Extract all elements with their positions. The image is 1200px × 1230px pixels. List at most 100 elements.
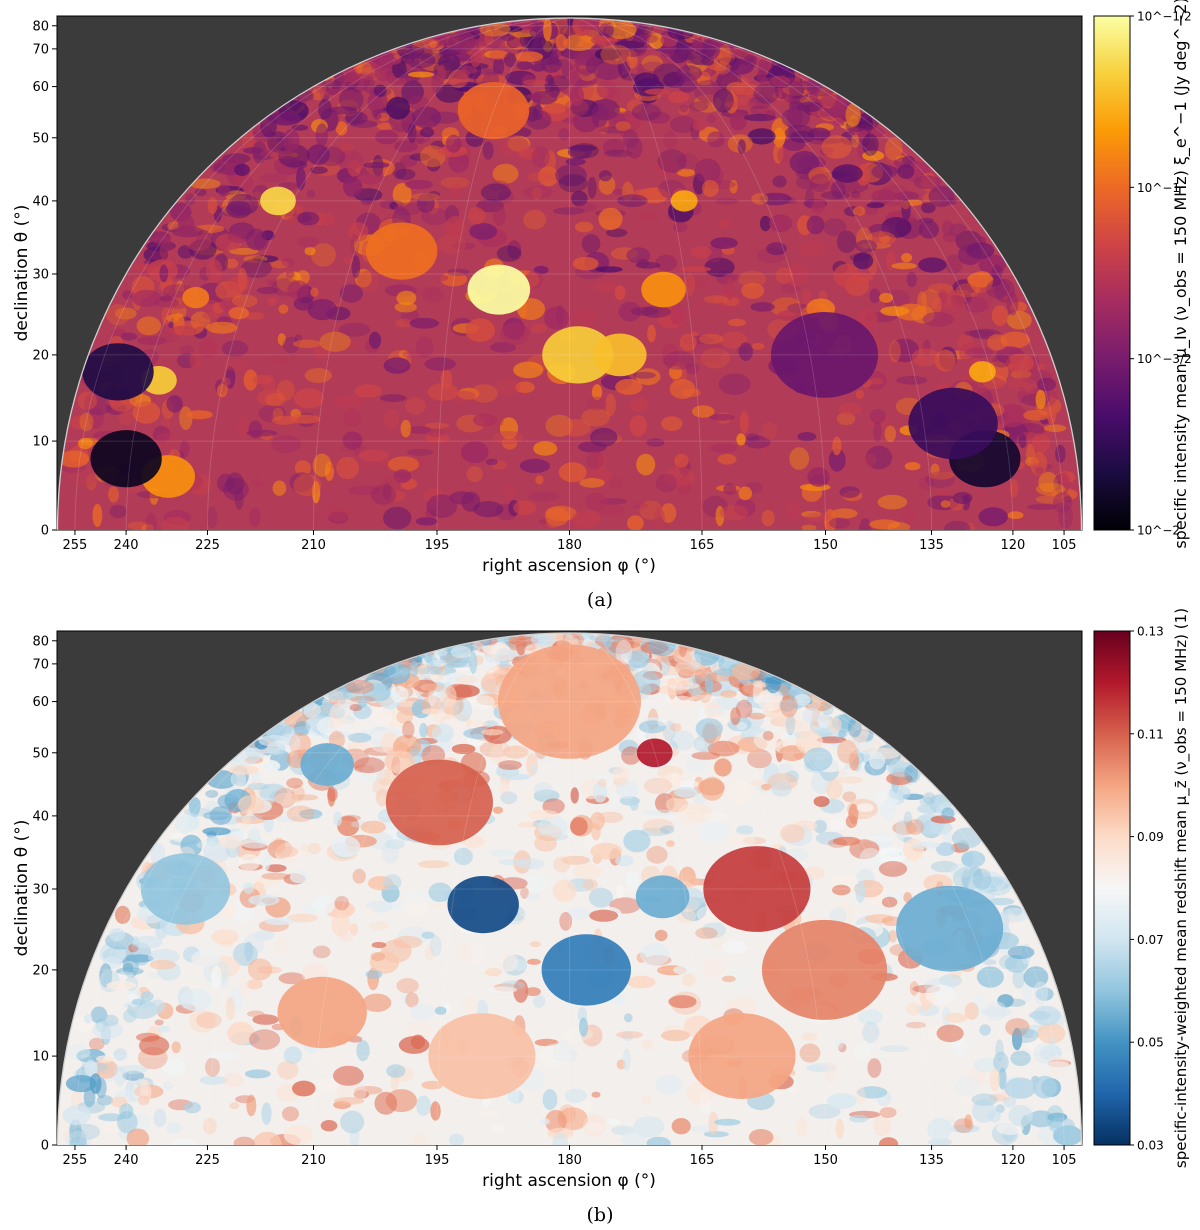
map-texture-blob — [396, 290, 417, 306]
map-texture-blob — [850, 190, 861, 199]
map-texture-blob — [409, 1003, 435, 1020]
map-texture-blob — [773, 127, 786, 148]
map-texture-blob — [69, 415, 91, 430]
map-texture-blob — [393, 935, 423, 949]
x-tick-label: 135 — [919, 538, 944, 553]
x-tick-label: 240 — [114, 1153, 139, 1168]
map-texture-blob — [1033, 1041, 1062, 1065]
map-texture-blob — [673, 965, 691, 975]
map-texture-blob — [246, 1094, 257, 1117]
map-texture-blob — [272, 480, 287, 496]
map-texture-blob — [613, 110, 642, 132]
map-texture-blob — [766, 242, 787, 256]
map-texture-blob — [592, 781, 608, 803]
map-texture-blob — [1045, 1105, 1065, 1129]
map-texture-blob — [424, 654, 433, 662]
map-texture-blob — [653, 507, 665, 530]
map-texture-blob — [849, 253, 870, 262]
map-texture-blob — [834, 1038, 844, 1050]
map-texture-blob — [991, 305, 1009, 326]
map-texture-blob — [122, 962, 134, 974]
map-texture-blob — [320, 1120, 338, 1132]
map-texture-blob — [629, 415, 647, 437]
map-texture-blob — [695, 927, 718, 939]
map-texture-blob — [113, 1048, 127, 1061]
map-texture-blob — [251, 772, 263, 794]
map-texture-blob — [163, 1081, 173, 1091]
map-texture-blob — [793, 694, 811, 706]
map-texture-blob — [189, 800, 201, 818]
map-texture-blob — [161, 1058, 187, 1076]
map-texture-blob — [531, 63, 546, 72]
x-tick-label: 195 — [425, 1153, 450, 1168]
map-texture-blob — [114, 905, 131, 925]
map-texture-blob — [695, 718, 723, 739]
map-texture-blob — [159, 240, 176, 262]
map-texture-blob — [655, 473, 678, 493]
map-texture-blob — [699, 1091, 711, 1115]
map-texture-blob — [762, 730, 774, 741]
map-texture-blob — [531, 146, 550, 168]
map-texture-blob — [343, 177, 363, 197]
map-texture-blob — [234, 487, 244, 510]
map-texture-blob — [375, 789, 389, 807]
map-texture-blob — [672, 222, 688, 233]
map-texture-blob — [1034, 467, 1044, 475]
map-texture-blob — [103, 1121, 123, 1132]
map-texture-blob — [448, 30, 476, 53]
map-texture-blob — [540, 1118, 550, 1125]
map-texture-blob — [259, 149, 286, 159]
map-texture-blob — [906, 1021, 926, 1029]
map-texture-blob — [590, 812, 605, 831]
map-texture-blob — [884, 425, 896, 443]
map-feature — [641, 271, 686, 308]
map-texture-blob — [839, 776, 863, 784]
map-texture-blob — [867, 1058, 882, 1078]
map-texture-blob — [1023, 409, 1050, 421]
map-texture-blob — [331, 913, 351, 937]
map-texture-blob — [205, 1057, 220, 1077]
map-texture-blob — [691, 751, 720, 760]
map-texture-blob — [411, 1133, 431, 1145]
map-texture-blob — [849, 1114, 868, 1123]
map-texture-blob — [983, 876, 1012, 896]
panel-a-ylabel: declination θ (°) — [12, 205, 32, 342]
map-texture-blob — [266, 356, 288, 364]
map-texture-blob — [545, 1109, 567, 1133]
map-texture-blob — [862, 1021, 880, 1043]
map-texture-blob — [538, 166, 559, 187]
map-texture-blob — [641, 305, 671, 318]
map-texture-blob — [464, 671, 482, 684]
map-texture-blob — [807, 467, 830, 487]
map-texture-blob — [720, 690, 737, 698]
graticule-meridian — [207, 18, 570, 530]
map-feature — [366, 222, 438, 280]
map-texture-blob — [343, 408, 362, 428]
map-texture-blob — [354, 1086, 383, 1095]
map-texture-blob — [706, 114, 717, 123]
map-texture-blob — [430, 1101, 441, 1121]
map-texture-blob — [436, 234, 466, 255]
map-texture-blob — [363, 76, 375, 94]
map-texture-blob — [568, 68, 598, 88]
map-texture-blob — [1010, 301, 1027, 313]
map-texture-blob — [317, 1078, 338, 1093]
map-texture-blob — [231, 294, 258, 308]
map-texture-blob — [784, 263, 809, 287]
map-texture-blob — [626, 136, 643, 159]
map-texture-blob — [412, 106, 442, 129]
map-texture-blob — [534, 834, 557, 852]
map-texture-blob — [449, 184, 463, 199]
map-texture-blob — [286, 777, 303, 789]
map-texture-blob — [880, 800, 897, 820]
map-texture-blob — [771, 781, 792, 797]
map-texture-blob — [665, 796, 689, 813]
map-texture-blob — [856, 1086, 888, 1099]
map-texture-blob — [282, 1106, 299, 1122]
map-texture-blob — [694, 79, 720, 103]
map-texture-blob — [451, 743, 476, 755]
map-texture-blob — [777, 310, 799, 322]
map-texture-blob — [424, 944, 435, 961]
map-texture-blob — [383, 357, 411, 374]
map-texture-blob — [328, 511, 349, 524]
